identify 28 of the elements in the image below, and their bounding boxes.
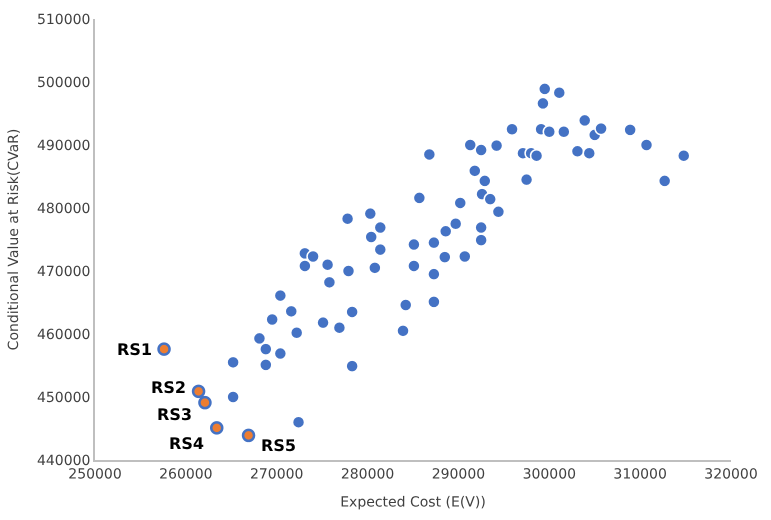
point [192,384,206,398]
annotation: RS4 [169,434,204,453]
x-tick-label: 320000 [704,466,758,483]
point [198,396,212,410]
annotation: RS1 [117,340,152,359]
y-tick-label: 440000 [36,452,90,469]
x-axis-title: Expected Cost (E(V)) [340,494,486,510]
y-tick-label: 510000 [36,12,90,28]
x-tick-label: 280000 [340,466,394,483]
x-tick-label: 310000 [613,466,667,483]
y-tick-label: 470000 [36,264,90,280]
point [210,421,224,435]
x-tick-label: 250000 [68,466,122,483]
x-tick-label: 300000 [522,466,576,483]
annotation: RS5 [261,436,296,455]
annotation: RS2 [151,378,186,397]
y-tick-label: 460000 [36,326,90,343]
x-tick-label: 260000 [159,466,213,483]
y-tick-label: 500000 [36,74,90,91]
point [242,428,256,442]
y-tick-label: 490000 [36,138,90,154]
y-tick-label: 480000 [36,200,90,217]
y-tick-label: 450000 [36,390,90,406]
x-tick-label: 290000 [432,466,486,483]
point [157,342,171,356]
y-axis-title: Conditional Value at Risk(CVaR) [6,128,22,350]
annotation: RS3 [157,405,192,424]
x-tick-label: 270000 [250,466,304,483]
